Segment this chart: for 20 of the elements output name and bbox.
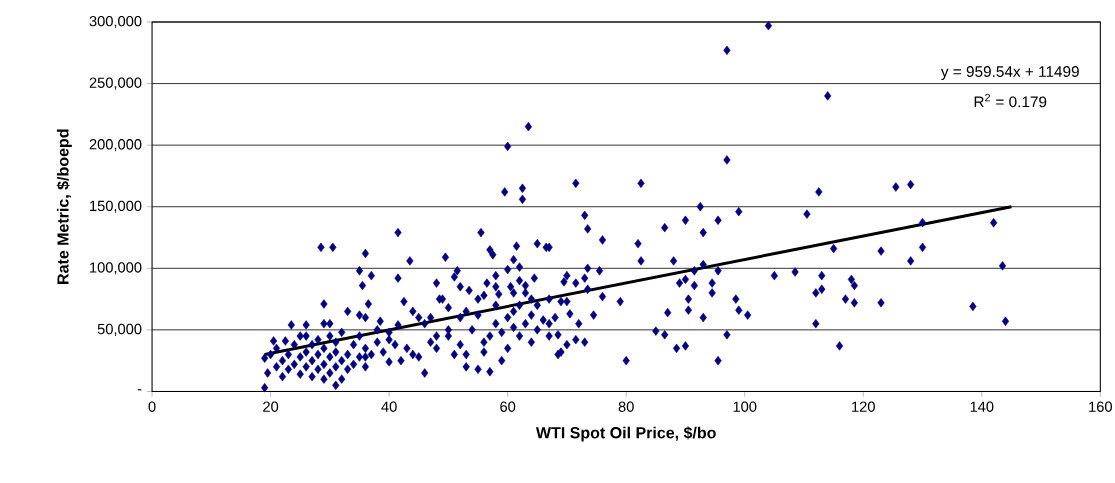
x-tick-label: 60	[500, 401, 516, 412]
y-tick-label: 100,000	[90, 262, 142, 275]
y-tick-label: 200,000	[89, 138, 142, 151]
x-tick-label: 80	[618, 401, 634, 412]
y-tick-label: 50,000	[97, 323, 142, 336]
annotation: R$^{2}$ = 0.179	[974, 93, 1047, 108]
y-tick-label: 150,000	[90, 200, 142, 213]
x-tick-label: 20	[263, 401, 279, 412]
y-axis-title: Rate Metric, $/boepd	[56, 129, 72, 284]
x-tick-label: 100	[733, 401, 757, 412]
annotation: y = 959.54x + 11499	[940, 65, 1079, 80]
x-tick-label: 40	[381, 401, 397, 412]
x-tick-label: 140	[970, 401, 994, 412]
x-tick-label: 160	[1089, 401, 1112, 412]
y-tick-label: 300,000	[89, 15, 142, 28]
y-tick-label: 250,000	[89, 77, 142, 90]
x-tick-label: 0	[148, 401, 156, 412]
y-tick-label: -	[137, 388, 142, 391]
x-tick-label: 120	[852, 401, 875, 412]
x-axis-title: WTI Spot Oil Price, $/bo	[535, 426, 716, 442]
